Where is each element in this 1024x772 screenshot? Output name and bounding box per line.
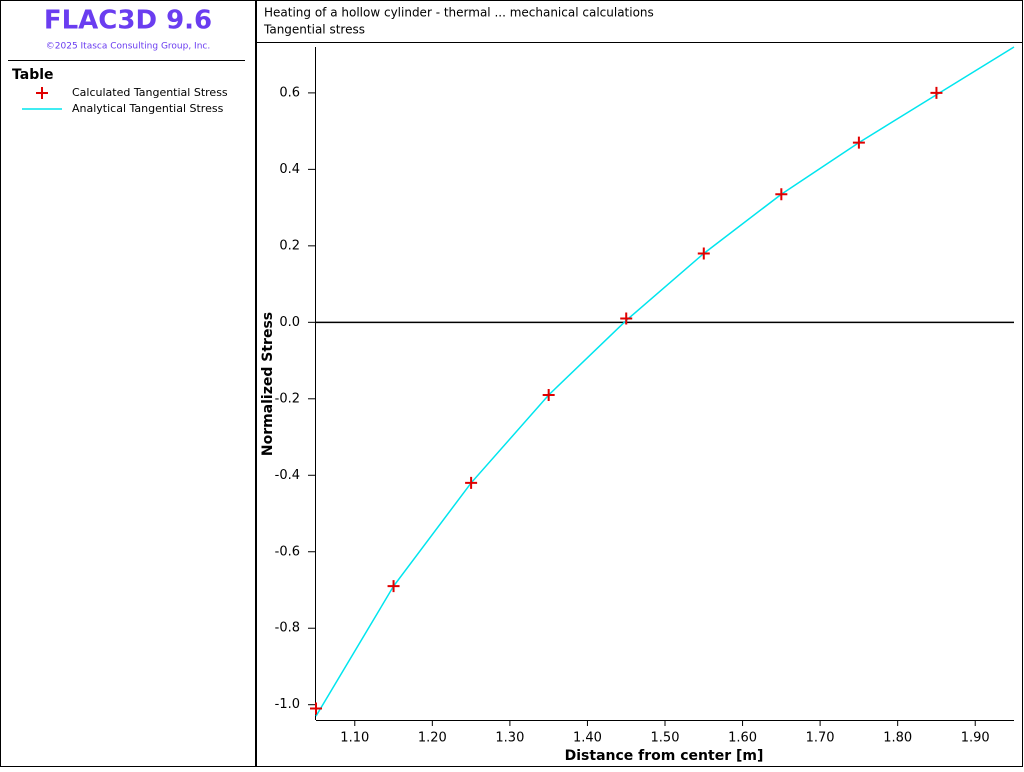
x-tick-label: 1.30 (495, 731, 524, 746)
x-tick-label: 1.60 (728, 731, 757, 746)
side-panel (0, 0, 256, 767)
y-axis-label: Normalized Stress (260, 312, 276, 456)
data-marker (852, 136, 865, 149)
legend-swatch (36, 87, 48, 99)
data-line (315, 46, 1015, 717)
copyright: ©2025 Itasca Consulting Group, Inc. (46, 42, 210, 52)
y-tick-label: -0.8 (275, 621, 300, 636)
x-axis-label: Distance from center [m] (565, 748, 764, 764)
data-marker (465, 476, 478, 489)
chart-panel (256, 0, 1023, 767)
x-tick-label: 1.40 (573, 731, 602, 746)
x-tick-label: 1.50 (651, 731, 680, 746)
chart-title: Heating of a hollow cylinder - thermal .… (264, 6, 654, 20)
x-tick-label: 1.70 (806, 731, 835, 746)
x-tick-label: 1.10 (340, 731, 369, 746)
y-tick-label: -0.4 (275, 468, 300, 483)
legend-label: Calculated Tangential Stress (72, 86, 228, 99)
x-tick-label: 1.80 (883, 731, 912, 746)
legend-label: Analytical Tangential Stress (72, 102, 224, 115)
y-tick-label: -0.6 (275, 544, 300, 559)
data-marker (542, 388, 555, 401)
y-tick-label: 0.6 (279, 85, 300, 100)
y-tick-label: 0.4 (279, 162, 300, 177)
y-tick-label: 0.2 (279, 238, 300, 253)
data-marker (697, 247, 710, 260)
data-marker (930, 86, 943, 99)
legend-title: Table (12, 67, 54, 83)
data-marker (387, 580, 400, 593)
x-tick-label: 1.20 (418, 731, 447, 746)
chart-subtitle: Tangential stress (263, 23, 365, 37)
product-title: FLAC3D 9.6 (44, 6, 212, 36)
y-tick-label: 0.0 (279, 315, 300, 330)
data-marker (775, 188, 788, 201)
y-tick-label: -1.0 (275, 697, 300, 712)
x-tick-label: 1.90 (961, 731, 990, 746)
data-marker (620, 312, 633, 325)
data-marker (310, 702, 322, 715)
y-tick-label: -0.2 (275, 391, 300, 406)
